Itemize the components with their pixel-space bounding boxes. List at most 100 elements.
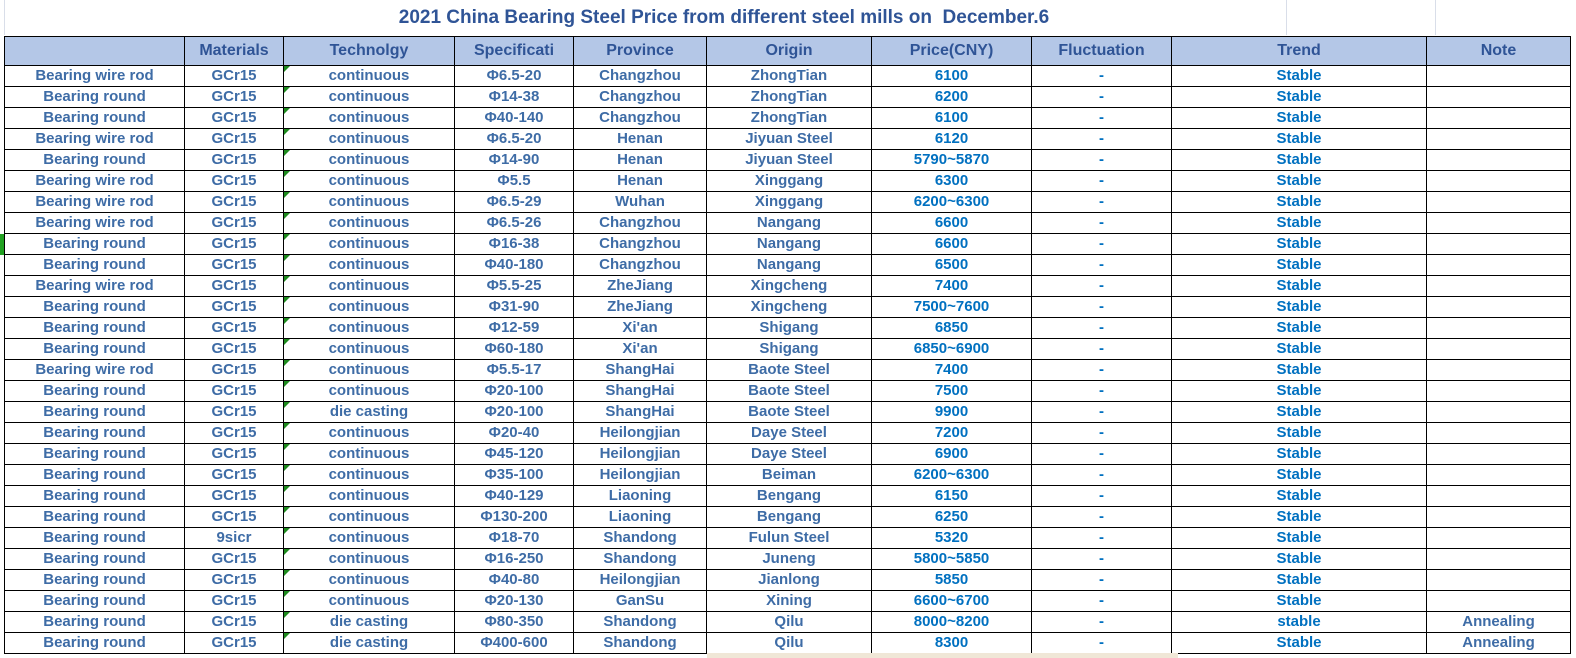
cell-note[interactable] bbox=[1426, 422, 1571, 444]
cell-origin[interactable]: Baote Steel bbox=[706, 401, 872, 423]
cell-origin[interactable]: Qilu bbox=[706, 632, 872, 654]
column-header-trend[interactable]: Trend bbox=[1171, 36, 1427, 66]
cell-fluctuation[interactable]: - bbox=[1031, 611, 1172, 633]
cell-note[interactable] bbox=[1426, 212, 1571, 234]
cell-fluctuation[interactable]: - bbox=[1031, 632, 1172, 654]
cell-province[interactable]: Xi'an bbox=[573, 317, 707, 339]
cell-province[interactable]: Changzhou bbox=[573, 65, 707, 87]
cell-note[interactable] bbox=[1426, 107, 1571, 129]
cell-note[interactable] bbox=[1426, 359, 1571, 381]
cell-origin[interactable]: Xinggang bbox=[706, 170, 872, 192]
cell-trend[interactable]: Stable bbox=[1171, 128, 1427, 150]
cell-material[interactable]: GCr15 bbox=[184, 149, 284, 171]
cell-note[interactable] bbox=[1426, 128, 1571, 150]
cell-province[interactable]: Changzhou bbox=[573, 233, 707, 255]
cell-technology[interactable]: continuous bbox=[283, 380, 455, 402]
cell-specification[interactable]: Φ20-100 bbox=[454, 401, 574, 423]
cell-note[interactable] bbox=[1426, 275, 1571, 297]
cell-trend[interactable]: Stable bbox=[1171, 401, 1427, 423]
cell-price[interactable]: 6600 bbox=[871, 233, 1032, 255]
cell-note[interactable] bbox=[1426, 527, 1571, 549]
cell-note[interactable] bbox=[1426, 569, 1571, 591]
cell-material[interactable]: GCr15 bbox=[184, 170, 284, 192]
cell-product[interactable]: Bearing round bbox=[4, 401, 185, 423]
cell-price[interactable]: 5800~5850 bbox=[871, 548, 1032, 570]
cell-product[interactable]: Bearing round bbox=[4, 548, 185, 570]
cell-origin[interactable]: Baote Steel bbox=[706, 380, 872, 402]
cell-specification[interactable]: Φ80-350 bbox=[454, 611, 574, 633]
cell-note[interactable] bbox=[1426, 149, 1571, 171]
cell-specification[interactable]: Φ400-600 bbox=[454, 632, 574, 654]
cell-specification[interactable]: Φ40-129 bbox=[454, 485, 574, 507]
cell-product[interactable]: Bearing round bbox=[4, 569, 185, 591]
cell-product[interactable]: Bearing round bbox=[4, 527, 185, 549]
column-header-specification[interactable]: Specificati bbox=[454, 36, 574, 66]
cell-technology[interactable]: continuous bbox=[283, 128, 455, 150]
cell-material[interactable]: 9sicr bbox=[184, 527, 284, 549]
cell-origin[interactable]: Jianlong bbox=[706, 569, 872, 591]
cell-specification[interactable]: Φ35-100 bbox=[454, 464, 574, 486]
cell-province[interactable]: Changzhou bbox=[573, 212, 707, 234]
cell-fluctuation[interactable]: - bbox=[1031, 401, 1172, 423]
cell-material[interactable]: GCr15 bbox=[184, 65, 284, 87]
cell-province[interactable]: Henan bbox=[573, 170, 707, 192]
cell-origin[interactable]: Xining bbox=[706, 590, 872, 612]
cell-province[interactable]: Shandong bbox=[573, 527, 707, 549]
cell-trend[interactable]: Stable bbox=[1171, 338, 1427, 360]
cell-price[interactable]: 6850 bbox=[871, 317, 1032, 339]
cell-material[interactable]: GCr15 bbox=[184, 107, 284, 129]
cell-specification[interactable]: Φ14-90 bbox=[454, 149, 574, 171]
cell-price[interactable]: 6600~6700 bbox=[871, 590, 1032, 612]
cell-product[interactable]: Bearing round bbox=[4, 611, 185, 633]
cell-trend[interactable]: Stable bbox=[1171, 107, 1427, 129]
cell-trend[interactable]: Stable bbox=[1171, 170, 1427, 192]
cell-fluctuation[interactable]: - bbox=[1031, 275, 1172, 297]
column-header-province[interactable]: Province bbox=[573, 36, 707, 66]
cell-specification[interactable]: Φ40-80 bbox=[454, 569, 574, 591]
cell-price[interactable]: 5850 bbox=[871, 569, 1032, 591]
cell-note[interactable] bbox=[1426, 548, 1571, 570]
cell-trend[interactable]: Stable bbox=[1171, 380, 1427, 402]
cell-origin[interactable]: Nangang bbox=[706, 212, 872, 234]
cell-origin[interactable]: Shigang bbox=[706, 317, 872, 339]
cell-fluctuation[interactable]: - bbox=[1031, 254, 1172, 276]
cell-province[interactable]: Heilongjian bbox=[573, 569, 707, 591]
cell-price[interactable]: 6150 bbox=[871, 485, 1032, 507]
cell-fluctuation[interactable]: - bbox=[1031, 527, 1172, 549]
cell-note[interactable] bbox=[1426, 233, 1571, 255]
cell-material[interactable]: GCr15 bbox=[184, 128, 284, 150]
cell-technology[interactable]: continuous bbox=[283, 275, 455, 297]
cell-province[interactable]: GanSu bbox=[573, 590, 707, 612]
cell-specification[interactable]: Φ40-140 bbox=[454, 107, 574, 129]
cell-fluctuation[interactable]: - bbox=[1031, 569, 1172, 591]
cell-fluctuation[interactable]: - bbox=[1031, 590, 1172, 612]
cell-origin[interactable]: Xingcheng bbox=[706, 275, 872, 297]
cell-price[interactable]: 8300 bbox=[871, 632, 1032, 654]
cell-province[interactable]: ShangHai bbox=[573, 359, 707, 381]
cell-trend[interactable]: Stable bbox=[1171, 212, 1427, 234]
cell-fluctuation[interactable]: - bbox=[1031, 338, 1172, 360]
cell-trend[interactable]: Stable bbox=[1171, 317, 1427, 339]
cell-specification[interactable]: Φ6.5-20 bbox=[454, 65, 574, 87]
cell-technology[interactable]: continuous bbox=[283, 548, 455, 570]
cell-trend[interactable]: Stable bbox=[1171, 569, 1427, 591]
cell-specification[interactable]: Φ14-38 bbox=[454, 86, 574, 108]
cell-note[interactable] bbox=[1426, 86, 1571, 108]
column-header-note[interactable]: Note bbox=[1426, 36, 1571, 66]
cell-technology[interactable]: continuous bbox=[283, 569, 455, 591]
cell-province[interactable]: Changzhou bbox=[573, 107, 707, 129]
cell-fluctuation[interactable]: - bbox=[1031, 128, 1172, 150]
cell-product[interactable]: Bearing wire rod bbox=[4, 212, 185, 234]
cell-province[interactable]: Changzhou bbox=[573, 254, 707, 276]
cell-fluctuation[interactable]: - bbox=[1031, 380, 1172, 402]
cell-specification[interactable]: Φ6.5-26 bbox=[454, 212, 574, 234]
cell-product[interactable]: Bearing wire rod bbox=[4, 128, 185, 150]
cell-technology[interactable]: continuous bbox=[283, 86, 455, 108]
cell-trend[interactable]: Stable bbox=[1171, 149, 1427, 171]
cell-price[interactable]: 7200 bbox=[871, 422, 1032, 444]
cell-origin[interactable]: Bengang bbox=[706, 506, 872, 528]
cell-specification[interactable]: Φ5.5-17 bbox=[454, 359, 574, 381]
cell-specification[interactable]: Φ20-40 bbox=[454, 422, 574, 444]
cell-price[interactable]: 7400 bbox=[871, 275, 1032, 297]
cell-province[interactable]: Liaoning bbox=[573, 506, 707, 528]
